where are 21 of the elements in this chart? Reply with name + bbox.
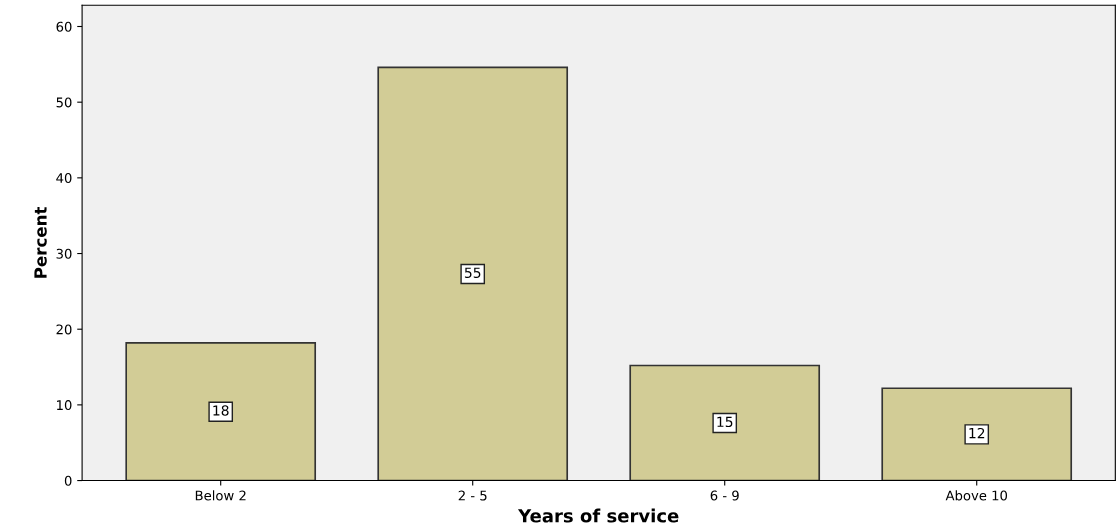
y-tick-label: 60 <box>56 21 72 32</box>
x-tick-label: Below 2 <box>195 490 246 501</box>
data-label: 15 <box>717 416 733 428</box>
x-tick-label: 6 - 9 <box>710 490 739 501</box>
y-tick-label: 30 <box>56 248 72 259</box>
y-tick-label: 40 <box>56 173 72 184</box>
x-axis-title: Years of service <box>517 508 679 523</box>
bar <box>377 66 569 481</box>
bar <box>125 341 317 481</box>
data-label: 55 <box>464 267 481 278</box>
y-tick-label: 0 <box>64 475 72 486</box>
bar <box>881 387 1073 481</box>
x-tick-label: Above 10 <box>945 490 1008 501</box>
y-tick-label: 20 <box>56 324 72 335</box>
data-label: 12 <box>969 427 985 439</box>
data-label: 18 <box>213 405 229 416</box>
x-tick-label: 2 - 5 <box>458 490 487 501</box>
y-axis-title: Percent <box>34 206 47 278</box>
y-tick-label: 10 <box>57 400 72 411</box>
y-tick-label: 50 <box>56 97 72 108</box>
bar <box>629 364 821 481</box>
